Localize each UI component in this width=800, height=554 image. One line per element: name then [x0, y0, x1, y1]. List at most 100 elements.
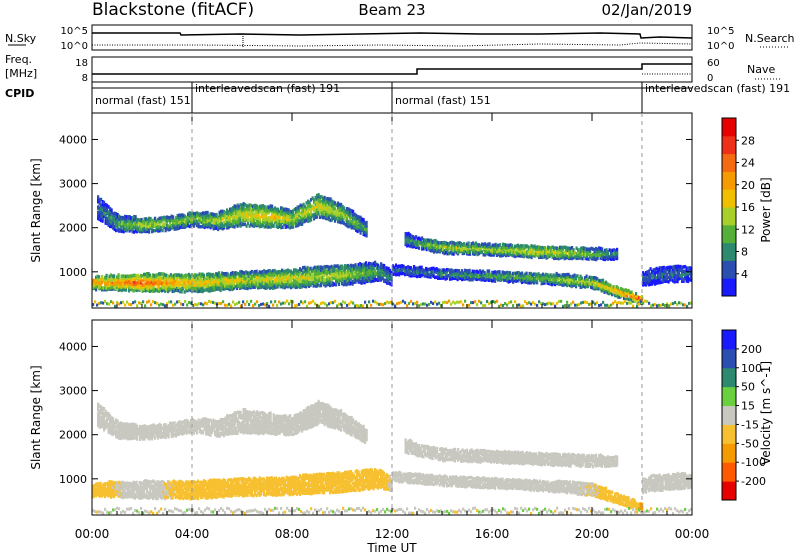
range-cell [455, 245, 458, 250]
range-cell [308, 200, 311, 205]
range-cell [239, 213, 242, 217]
range-cell [226, 219, 229, 224]
range-cell [242, 270, 245, 275]
range-cell [117, 275, 120, 280]
range-cell [439, 241, 442, 245]
range-cell [344, 266, 347, 270]
range-cell [139, 226, 142, 230]
range-cell [182, 275, 185, 279]
range-cell [377, 263, 380, 268]
range-cell [224, 284, 227, 288]
range-cell [121, 224, 124, 229]
range-cell [451, 240, 454, 245]
range-cell [473, 269, 476, 274]
range-cell [104, 213, 107, 217]
range-cell [314, 265, 317, 270]
range-cell [409, 233, 412, 237]
range-cell [167, 277, 170, 282]
range-cell [140, 222, 143, 227]
range-cell [363, 262, 366, 266]
range-cell [333, 273, 336, 277]
range-cell [460, 248, 463, 252]
range-cell [670, 269, 673, 273]
range-cell [107, 221, 110, 226]
range-cell [589, 255, 592, 259]
range-cell [483, 278, 486, 282]
range-cell [456, 269, 459, 273]
range-cell [263, 208, 266, 212]
range-cell [148, 299, 151, 303]
range-cell [623, 290, 626, 295]
range-cell [211, 212, 214, 216]
range-cell [158, 303, 161, 307]
range-cell [544, 248, 547, 252]
range-cell [351, 264, 354, 268]
range-cell [365, 266, 368, 270]
range-cell [648, 275, 651, 279]
range-cell [96, 274, 99, 279]
range-cell [237, 283, 240, 287]
range-cell [345, 277, 348, 282]
range-cell [298, 205, 301, 209]
range-cell [256, 212, 259, 217]
range-cell [262, 302, 265, 306]
range-cell [164, 273, 167, 277]
range-cell [160, 216, 163, 220]
range-cell [335, 283, 338, 287]
range-cell [261, 279, 264, 284]
range-cell [569, 250, 572, 254]
range-cell [358, 228, 361, 232]
range-cell [170, 300, 173, 304]
range-cell [528, 281, 531, 285]
range-cell [245, 206, 248, 210]
range-cell [266, 274, 269, 278]
range-cell [100, 207, 103, 211]
range-cell [516, 273, 519, 277]
range-cell [206, 302, 209, 306]
range-cell [317, 275, 320, 280]
range-cell [551, 249, 554, 254]
range-cell [448, 244, 451, 248]
range-cell [414, 301, 417, 305]
range-cell [467, 250, 470, 255]
range-cell [608, 285, 611, 289]
range-cell [626, 296, 629, 301]
range-cell [139, 222, 142, 226]
range-cell [122, 215, 125, 220]
range-cell [285, 274, 288, 278]
range-cell [411, 271, 414, 276]
range-cell [375, 266, 378, 270]
range-cell [355, 228, 358, 232]
range-cell [280, 208, 283, 213]
range-cell [234, 271, 237, 275]
range-cell [354, 277, 357, 281]
range-cell [461, 250, 464, 255]
range-cell [232, 208, 235, 212]
range-cell [314, 268, 317, 273]
range-cell [386, 266, 389, 270]
range-cell [284, 209, 287, 213]
range-cell [548, 301, 551, 305]
range-cell [321, 272, 324, 276]
range-cell [377, 265, 380, 270]
range-cell [353, 219, 356, 224]
range-cell [402, 267, 405, 271]
range-cell [359, 265, 362, 269]
range-cell [114, 284, 117, 288]
range-cell [253, 222, 256, 226]
range-cell [239, 279, 242, 283]
range-cell [458, 249, 461, 254]
range-cell [300, 268, 303, 272]
range-cell [493, 247, 496, 252]
range-cell [505, 251, 508, 256]
range-cell [152, 218, 155, 222]
range-cell [486, 277, 489, 282]
range-cell [264, 303, 267, 307]
range-cell [232, 221, 235, 225]
range-cell [540, 301, 543, 305]
range-cell [140, 217, 143, 222]
range-cell [348, 266, 351, 271]
range-cell [412, 241, 415, 245]
range-cell [494, 279, 497, 283]
range-cell [521, 251, 524, 255]
